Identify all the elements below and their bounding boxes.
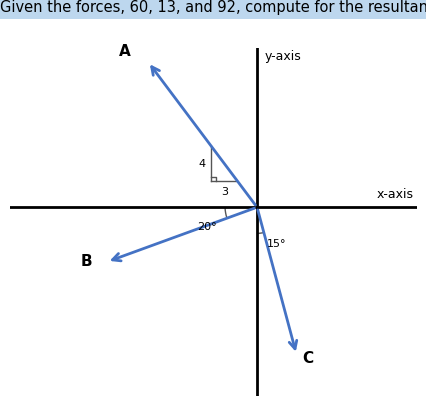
Text: 4: 4 <box>198 159 205 169</box>
Text: B: B <box>81 254 92 269</box>
Text: A: A <box>119 44 130 59</box>
Text: Given the forces, 60, 13, and 92, compute for the resultant force.: Given the forces, 60, 13, and 92, comput… <box>0 0 426 15</box>
Text: y-axis: y-axis <box>264 50 300 63</box>
Text: x-axis: x-axis <box>376 188 413 202</box>
Text: 15°: 15° <box>267 239 286 249</box>
Text: 3: 3 <box>220 187 227 197</box>
Text: 20°: 20° <box>196 222 216 232</box>
Text: C: C <box>302 351 313 366</box>
